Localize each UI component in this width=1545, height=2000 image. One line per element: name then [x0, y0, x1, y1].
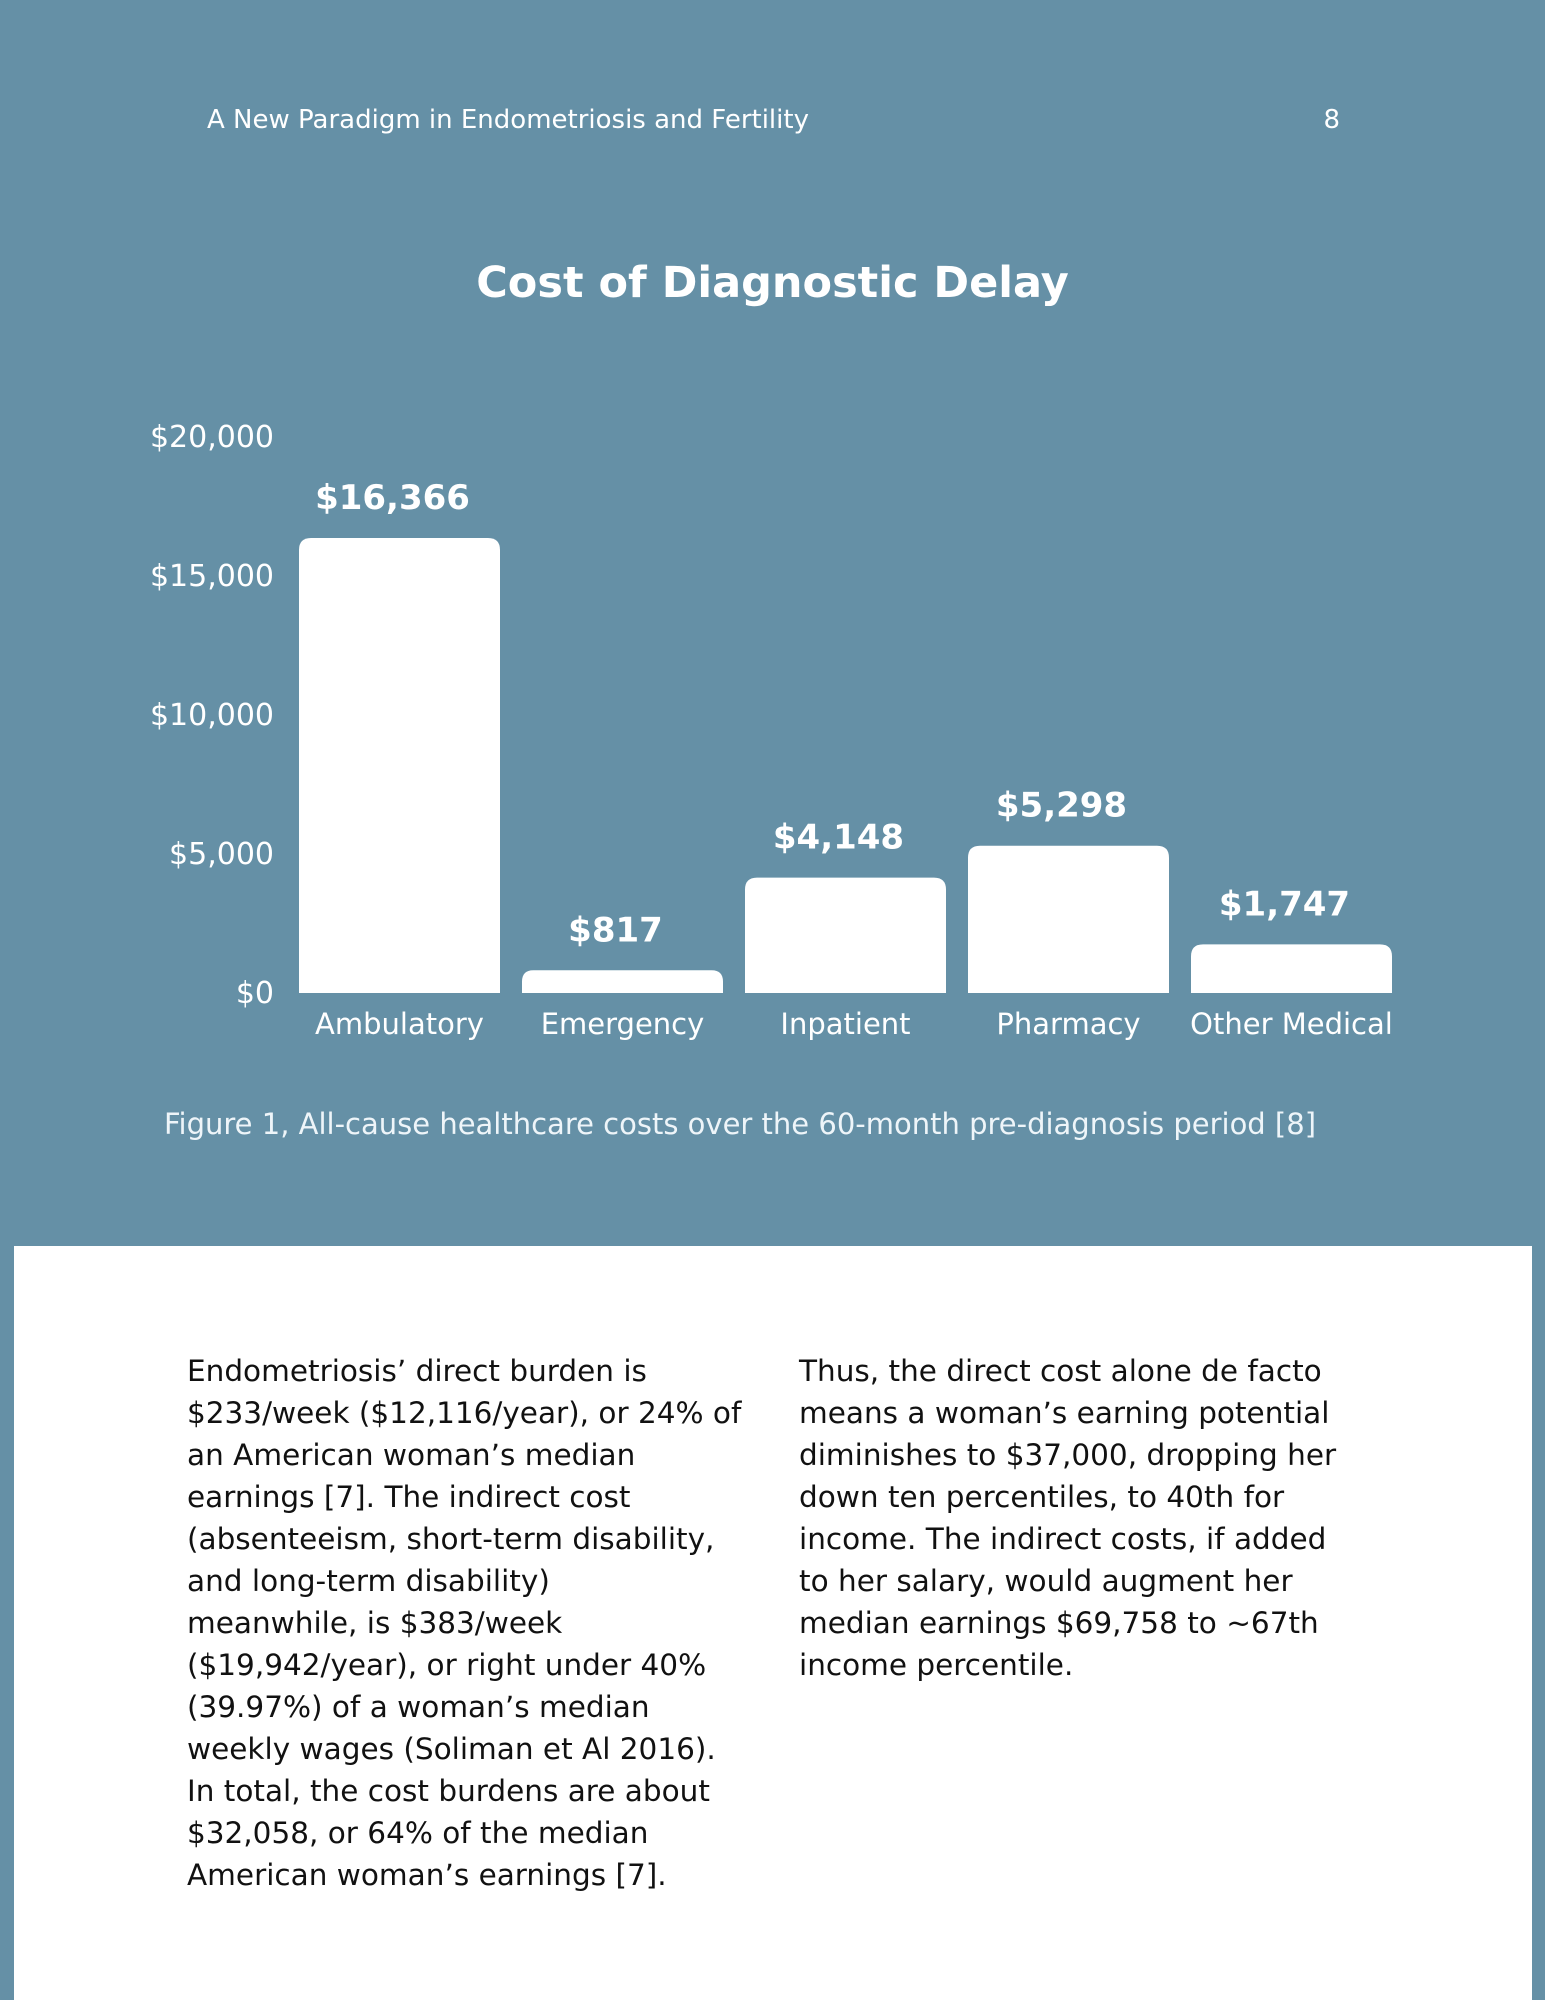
y-tick-label: $10,000	[150, 698, 274, 733]
page-number: 8	[1323, 105, 1340, 135]
y-tick-label: $5,000	[169, 837, 274, 872]
data-label: $817	[568, 910, 663, 950]
cost-bar-chart: $0 $5,000 $10,000 $15,000 $20,000 $16,366 Ambu…	[150, 420, 1393, 1041]
y-tick-label: $0	[236, 976, 274, 1011]
document-title: A New Paradigm in Endometriosis and Fert…	[207, 105, 809, 135]
left-text-column: Endometriosis’ direct burden is $233/wee…	[187, 1354, 742, 1892]
chart-title: Cost of Diagnostic Delay	[476, 258, 1069, 308]
data-label: $4,148	[773, 818, 904, 858]
data-label: $1,747	[1219, 884, 1350, 924]
x-tick-label: Emergency	[541, 1007, 705, 1041]
bar-pharmacy	[968, 845, 1169, 993]
right-text-column: Thus, the direct cost alone de facto mea…	[799, 1354, 1337, 1682]
y-tick-label: $15,000	[150, 559, 274, 594]
bar-emergency	[522, 970, 723, 993]
figure-caption: Figure 1, All-cause healthcare costs ove…	[163, 1107, 1317, 1141]
y-tick-label: $20,000	[150, 420, 274, 455]
x-tick-label: Other Medical	[1190, 1007, 1393, 1041]
bar-ambulatory	[299, 538, 500, 993]
data-label: $16,366	[315, 478, 470, 518]
bar-inpatient	[745, 877, 946, 993]
text-panel	[14, 1246, 1532, 2000]
data-label: $5,298	[996, 786, 1127, 826]
bar-other-medical	[1191, 944, 1392, 993]
x-tick-label: Inpatient	[780, 1007, 910, 1041]
x-tick-label: Ambulatory	[315, 1007, 484, 1041]
x-tick-label: Pharmacy	[996, 1007, 1140, 1041]
